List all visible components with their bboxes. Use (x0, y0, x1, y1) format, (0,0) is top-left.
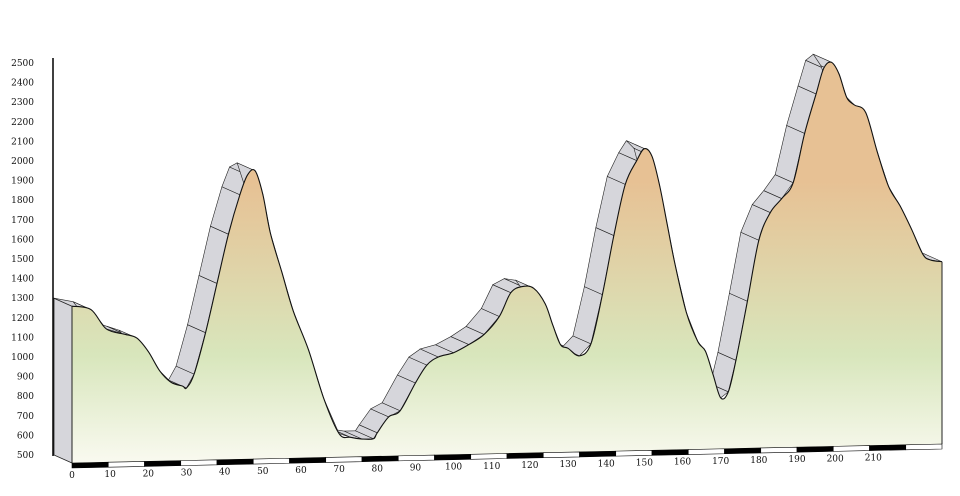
baseline-scale-segment (470, 453, 508, 460)
x-tick-label: 30 (181, 469, 193, 479)
y-tick-label: 600 (17, 431, 34, 441)
y-axis-ticks: 500 600 700 800 900 1000 1100 1200 1300 1400 1500 1… (11, 59, 34, 461)
profile-area-fill (72, 62, 942, 464)
baseline-scale-segment (144, 460, 182, 467)
baseline-scale-segment (361, 455, 399, 462)
x-tick-label: 200 (827, 454, 844, 464)
x-tick-label: 150 (636, 459, 653, 469)
baseline-scale-segment (180, 459, 218, 466)
x-tick-label: 110 (483, 462, 500, 472)
y-tick-label: 1900 (11, 177, 34, 187)
baseline-scale-segment (832, 445, 870, 452)
x-tick-label: 70 (333, 465, 345, 475)
x-tick-label: 60 (295, 466, 307, 476)
x-tick-label: 190 (788, 455, 805, 465)
baseline-scale-segment (869, 444, 907, 451)
baseline-scale-segment (542, 451, 580, 459)
baseline-scale-segment (796, 446, 834, 453)
y-tick-label: 2000 (11, 157, 34, 167)
baseline-scale-segment (615, 450, 653, 457)
x-tick-label: 170 (712, 457, 729, 467)
y-tick-label: 2300 (11, 98, 34, 108)
profile-area (71, 61, 943, 464)
x-tick-label: 10 (104, 470, 116, 480)
baseline-scale-segment (905, 443, 943, 451)
y-tick-label: 2100 (11, 137, 34, 147)
baseline-scale-segment (216, 458, 254, 466)
y-tick-label: 1800 (11, 196, 34, 206)
x-tick-label: 210 (865, 454, 882, 464)
baseline-scale-segment (651, 449, 689, 456)
y-tick-label: 2500 (11, 59, 34, 69)
y-tick-label: 900 (17, 373, 34, 383)
y-tick-label: 500 (17, 451, 34, 461)
x-tick-label: 160 (674, 458, 691, 468)
baseline-scale-segment (434, 453, 472, 461)
x-tick-label: 120 (521, 461, 538, 471)
x-axis-ticks: 0 10 20 30 40 50 60 70 80 90 100 110 120 130 140 150 160… (69, 454, 882, 482)
y-tick-label: 700 (17, 412, 34, 422)
baseline-scale-segment (506, 452, 544, 459)
x-tick-label: 100 (445, 463, 462, 473)
chart-axes (52, 58, 943, 469)
x-tick-label: 140 (598, 459, 615, 469)
x-tick-label: 90 (410, 464, 422, 474)
x-tick-label: 130 (559, 460, 576, 470)
x-tick-label: 50 (257, 467, 269, 477)
baseline-scale-segment (252, 457, 290, 465)
baseline-scale-segment (579, 450, 617, 458)
y-tick-label: 1700 (11, 216, 34, 226)
baseline-scale-segment (107, 461, 145, 468)
baseline-scale-segment (71, 461, 109, 469)
baseline-scale-segment (687, 448, 725, 455)
y-tick-label: 1000 (11, 353, 34, 363)
x-tick-label: 180 (750, 456, 767, 466)
y-tick-label: 1600 (11, 235, 34, 245)
x-tick-label: 80 (372, 464, 384, 474)
baseline-scale-segment (325, 456, 363, 463)
x-tick-label: 40 (219, 468, 231, 478)
baseline-scale-segment (724, 447, 762, 455)
baseline-scale-segment (760, 446, 798, 454)
y-tick-label: 1200 (11, 314, 34, 324)
profile-left-wall (53, 297, 73, 464)
x-tick-label: 0 (69, 471, 75, 481)
y-tick-label: 1400 (11, 275, 34, 285)
y-tick-label: 2200 (11, 118, 34, 128)
y-tick-label: 1100 (11, 333, 34, 343)
y-tick-label: 800 (17, 392, 34, 402)
y-tick-label: 1300 (11, 294, 34, 304)
baseline-scale-segment (397, 454, 435, 462)
x-tick-label: 20 (143, 469, 155, 479)
baseline-scale-segment (289, 457, 327, 464)
profile-line (71, 61, 943, 440)
y-tick-label: 1500 (11, 255, 34, 265)
y-tick-label: 2400 (11, 79, 34, 89)
